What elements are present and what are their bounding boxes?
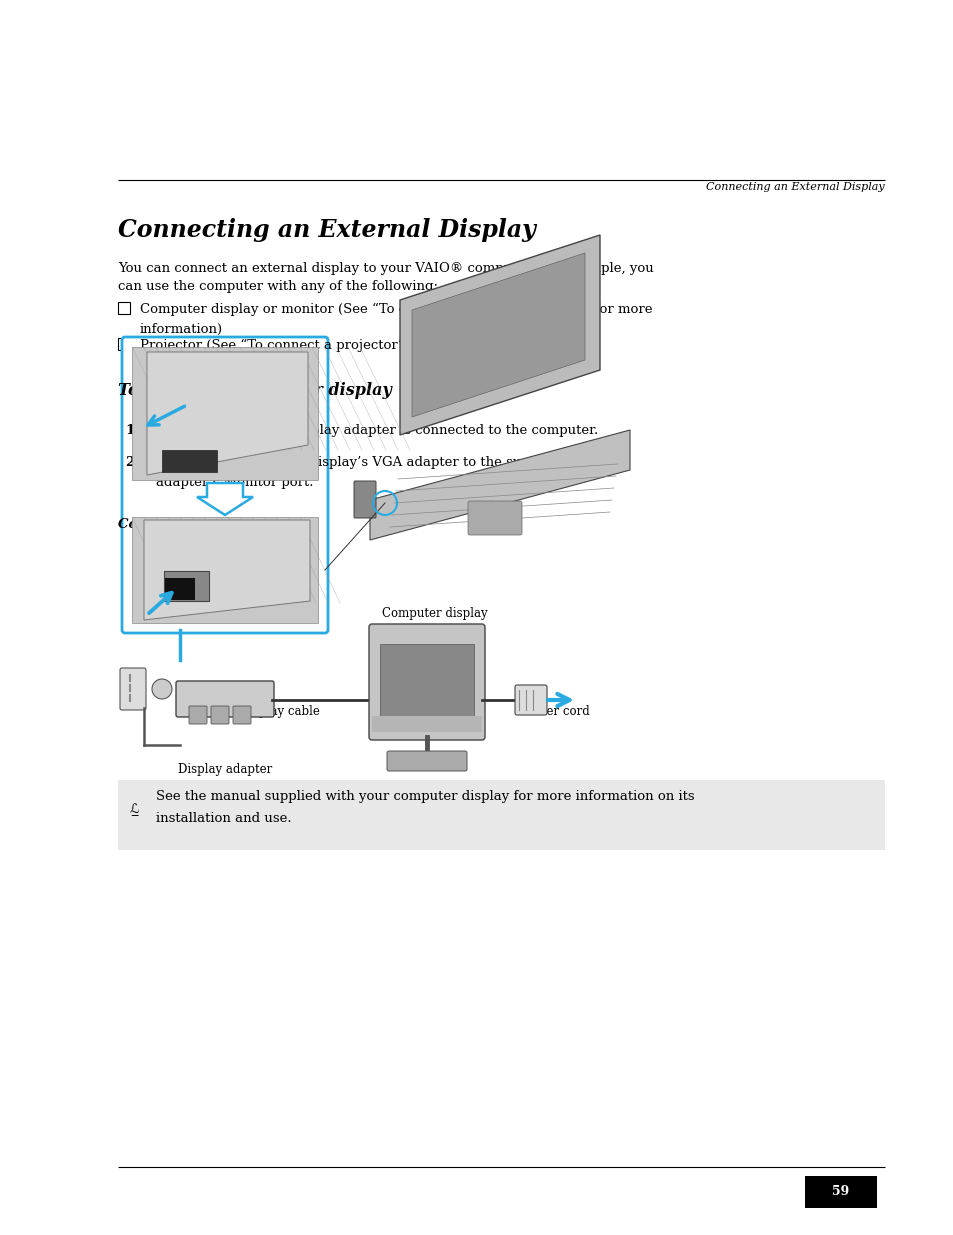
FancyBboxPatch shape bbox=[162, 450, 216, 472]
FancyBboxPatch shape bbox=[175, 680, 274, 718]
Bar bbox=[118, 303, 130, 314]
Bar bbox=[132, 517, 317, 622]
Text: Display cable: Display cable bbox=[240, 705, 319, 718]
Text: First make sure the display adapter is connected to the computer.: First make sure the display adapter is c… bbox=[156, 424, 598, 437]
Polygon shape bbox=[412, 253, 584, 417]
Text: Display adapter: Display adapter bbox=[178, 763, 272, 776]
Polygon shape bbox=[144, 520, 310, 620]
Bar bbox=[372, 716, 481, 732]
Text: Connecting an External Display: Connecting an External Display bbox=[705, 182, 884, 191]
FancyBboxPatch shape bbox=[369, 624, 484, 740]
Text: To connect a computer display: To connect a computer display bbox=[118, 382, 392, 399]
Text: information): information) bbox=[140, 324, 223, 336]
Bar bbox=[118, 781, 884, 850]
Text: 59: 59 bbox=[832, 1186, 849, 1198]
FancyBboxPatch shape bbox=[515, 685, 546, 715]
Polygon shape bbox=[399, 235, 599, 435]
FancyBboxPatch shape bbox=[233, 706, 251, 724]
Text: ℒ̲: ℒ̲ bbox=[130, 804, 139, 816]
FancyBboxPatch shape bbox=[379, 643, 474, 729]
Polygon shape bbox=[196, 483, 253, 515]
Bar bbox=[118, 338, 130, 350]
FancyBboxPatch shape bbox=[354, 480, 375, 517]
Text: Computer display or monitor (See “To connect a computer display” for more: Computer display or monitor (See “To con… bbox=[140, 303, 652, 316]
FancyBboxPatch shape bbox=[120, 668, 146, 710]
Text: 1: 1 bbox=[125, 424, 134, 437]
Text: Connecting an External Display: Connecting an External Display bbox=[118, 219, 536, 242]
Text: adapter’s Monitor port.: adapter’s Monitor port. bbox=[156, 475, 314, 489]
FancyBboxPatch shape bbox=[164, 571, 209, 601]
Text: You can connect an external display to your VAIO® computer. For example, you
can: You can connect an external display to y… bbox=[118, 262, 653, 293]
Text: See the manual supplied with your computer display for more information on its: See the manual supplied with your comput… bbox=[156, 790, 694, 803]
FancyBboxPatch shape bbox=[165, 578, 194, 600]
Text: Power cord: Power cord bbox=[521, 705, 589, 718]
Text: Projector (See “To connect a projector” for more information): Projector (See “To connect a projector” … bbox=[140, 338, 554, 352]
FancyBboxPatch shape bbox=[122, 337, 328, 634]
Text: 2: 2 bbox=[125, 456, 134, 469]
Bar bbox=[804, 1176, 876, 1208]
FancyBboxPatch shape bbox=[387, 751, 467, 771]
Circle shape bbox=[152, 679, 172, 699]
Bar bbox=[132, 347, 317, 480]
FancyBboxPatch shape bbox=[468, 501, 521, 535]
FancyBboxPatch shape bbox=[189, 706, 207, 724]
Text: Connecting a Display: Connecting a Display bbox=[118, 517, 275, 531]
Text: Connect the computer display’s VGA adapter to the supplied display: Connect the computer display’s VGA adapt… bbox=[156, 456, 614, 469]
Text: Computer display: Computer display bbox=[381, 606, 487, 620]
Polygon shape bbox=[147, 352, 308, 475]
Text: installation and use.: installation and use. bbox=[156, 811, 292, 825]
FancyBboxPatch shape bbox=[211, 706, 229, 724]
Polygon shape bbox=[370, 430, 629, 540]
